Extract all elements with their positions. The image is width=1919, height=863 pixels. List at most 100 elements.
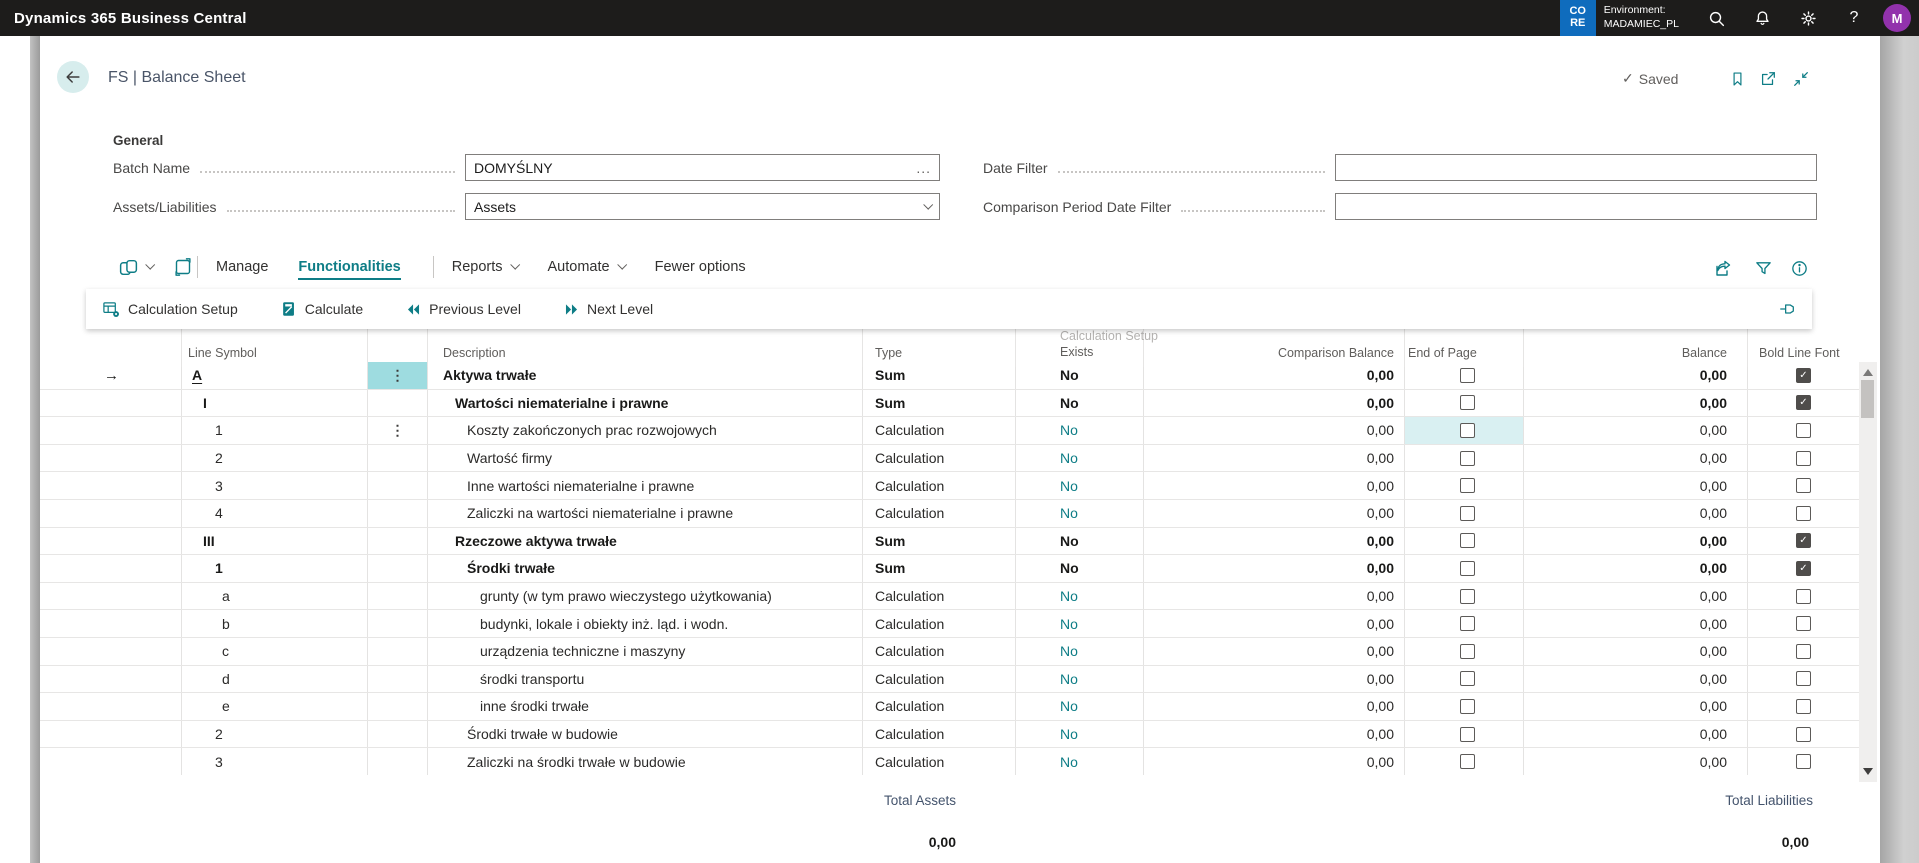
end-of-page-cell[interactable] — [1405, 748, 1524, 775]
type-cell[interactable]: Calculation — [863, 748, 1016, 775]
line-symbol-cell[interactable]: I — [182, 389, 368, 417]
description-cell[interactable]: Aktywa trwałe — [428, 362, 863, 389]
row-options-cell[interactable] — [368, 444, 428, 472]
bold-line-font-cell[interactable] — [1748, 417, 1860, 444]
row-options-cell[interactable] — [368, 610, 428, 637]
balance-cell[interactable]: 0,00 — [1524, 362, 1748, 389]
table-row[interactable]: → A ⋮ Aktywa trwałe Sum No 0,00 0,00 ✓ — [40, 362, 1860, 390]
header-bold-line-font[interactable]: Bold Line Font — [1759, 346, 1840, 361]
end-of-page-cell[interactable] — [1405, 637, 1524, 665]
comparison-balance-cell[interactable]: 0,00 — [1144, 444, 1405, 472]
calc-setup-exists-cell[interactable]: No — [1016, 582, 1144, 610]
menu-automate[interactable]: Automate — [548, 259, 627, 275]
calc-setup-exists-cell[interactable]: No — [1016, 555, 1144, 582]
header-line-symbol[interactable]: Line Symbol — [182, 329, 368, 368]
type-cell[interactable]: Calculation — [863, 582, 1016, 610]
header-calc-setup-exists[interactable]: Calculation Setup Exists — [1016, 329, 1158, 368]
previous-level-button[interactable]: Previous Level — [405, 301, 521, 318]
line-symbol-cell[interactable]: e — [182, 693, 368, 720]
line-symbol-cell[interactable]: d — [182, 665, 368, 693]
comparison-balance-cell[interactable]: 0,00 — [1144, 362, 1405, 389]
views-button[interactable] — [118, 257, 156, 278]
comparison-balance-cell[interactable]: 0,00 — [1144, 472, 1405, 499]
comparison-balance-cell[interactable]: 0,00 — [1144, 693, 1405, 720]
table-row[interactable]: 1 Środki trwałe Sum No 0,00 0,00 ✓ — [40, 555, 1860, 583]
row-selector-cell[interactable] — [40, 555, 182, 582]
calc-setup-exists-cell[interactable]: No — [1016, 693, 1144, 720]
scrollbar-down-arrow[interactable] — [1863, 768, 1873, 775]
row-selector-cell[interactable] — [40, 527, 182, 555]
balance-cell[interactable]: 0,00 — [1524, 693, 1748, 720]
bold-line-font-checkbox[interactable] — [1796, 726, 1811, 742]
row-options-cell[interactable]: ⋮ — [368, 417, 428, 444]
bold-line-font-cell[interactable] — [1748, 472, 1860, 499]
row-options-cell[interactable] — [368, 499, 428, 527]
bold-line-font-cell[interactable] — [1748, 610, 1860, 637]
open-in-new-window-icon[interactable] — [1757, 68, 1779, 90]
bold-line-font-cell[interactable] — [1748, 748, 1860, 775]
row-selector-cell[interactable] — [40, 665, 182, 693]
comparison-balance-cell[interactable]: 0,00 — [1144, 582, 1405, 610]
line-symbol-cell[interactable]: A — [182, 362, 368, 389]
next-level-button[interactable]: Next Level — [563, 301, 653, 318]
comparison-balance-cell[interactable]: 0,00 — [1144, 417, 1405, 444]
comparison-balance-cell[interactable]: 0,00 — [1144, 748, 1405, 775]
row-options-cell[interactable] — [368, 637, 428, 665]
end-of-page-cell[interactable] — [1405, 582, 1524, 610]
table-row[interactable]: 4 Zaliczki na wartości niematerialne i pr… — [40, 499, 1860, 528]
comparison-balance-cell[interactable]: 0,00 — [1144, 389, 1405, 417]
scrollbar-thumb[interactable] — [1861, 380, 1874, 418]
end-of-page-cell[interactable] — [1405, 665, 1524, 693]
menu-functionalities[interactable]: Functionalities — [298, 259, 401, 280]
table-row[interactable]: a grunty (w tym prawo wieczystego użytkow… — [40, 582, 1860, 611]
end-of-page-cell[interactable] — [1405, 472, 1524, 499]
comparison-balance-cell[interactable]: 0,00 — [1144, 665, 1405, 693]
bold-line-font-cell[interactable]: ✓ — [1748, 362, 1860, 389]
description-cell[interactable]: Środki trwałe — [428, 555, 863, 582]
environment-badge[interactable]: CO RE — [1559, 0, 1596, 36]
balance-cell[interactable]: 0,00 — [1524, 555, 1748, 582]
bold-line-font-checkbox[interactable] — [1796, 478, 1811, 494]
calc-setup-exists-cell[interactable]: No — [1016, 665, 1144, 693]
share-icon[interactable] — [1712, 257, 1734, 279]
row-selector-cell[interactable] — [40, 499, 182, 527]
row-selector-cell[interactable] — [40, 720, 182, 748]
row-options-cell[interactable]: ⋮ — [368, 362, 428, 389]
bold-line-font-checkbox[interactable] — [1796, 698, 1811, 714]
bold-line-font-checkbox[interactable] — [1796, 643, 1811, 659]
row-selector-cell[interactable] — [40, 582, 182, 610]
description-cell[interactable]: Rzeczowe aktywa trwałe — [428, 527, 863, 555]
row-options-cell[interactable] — [368, 582, 428, 610]
comparison-balance-cell[interactable]: 0,00 — [1144, 610, 1405, 637]
calc-setup-exists-cell[interactable]: No — [1016, 362, 1144, 389]
line-symbol-cell[interactable]: 2 — [182, 444, 368, 472]
type-cell[interactable]: Sum — [863, 389, 1016, 417]
back-button[interactable] — [57, 61, 89, 93]
app-title[interactable]: Dynamics 365 Business Central — [14, 9, 247, 27]
row-selector-cell[interactable] — [40, 389, 182, 417]
calculation-setup-button[interactable]: Calculation Setup — [102, 300, 238, 319]
table-row[interactable]: 2 Wartość firmy Calculation No 0,00 0,00 — [40, 444, 1860, 473]
bold-line-font-checkbox[interactable] — [1796, 422, 1811, 438]
table-row[interactable]: b budynki, lokale i obiekty inż. ląd. i w… — [40, 610, 1860, 638]
balance-cell[interactable]: 0,00 — [1524, 720, 1748, 748]
description-cell[interactable]: inne środki trwałe — [428, 693, 863, 720]
collapse-icon[interactable] — [1790, 68, 1812, 90]
comparison-balance-cell[interactable]: 0,00 — [1144, 527, 1405, 555]
row-selector-cell[interactable] — [40, 417, 182, 444]
bold-line-font-checkbox[interactable]: ✓ — [1796, 533, 1811, 549]
description-cell[interactable]: środki transportu — [428, 665, 863, 693]
balance-cell[interactable]: 0,00 — [1524, 637, 1748, 665]
type-cell[interactable]: Calculation — [863, 610, 1016, 637]
bold-line-font-checkbox[interactable] — [1796, 588, 1811, 604]
type-cell[interactable]: Sum — [863, 527, 1016, 555]
calc-setup-exists-cell[interactable]: No — [1016, 444, 1144, 472]
balance-cell[interactable]: 0,00 — [1524, 610, 1748, 637]
calc-setup-exists-cell[interactable]: No — [1016, 720, 1144, 748]
row-selector-cell[interactable] — [40, 693, 182, 720]
row-options-cell[interactable] — [368, 748, 428, 775]
settings-gear-icon[interactable] — [1785, 0, 1831, 36]
header-comparison-balance[interactable]: Comparison Balance — [1144, 329, 1405, 368]
row-selector-cell[interactable] — [40, 748, 182, 775]
vertical-scrollbar[interactable] — [1859, 362, 1877, 782]
